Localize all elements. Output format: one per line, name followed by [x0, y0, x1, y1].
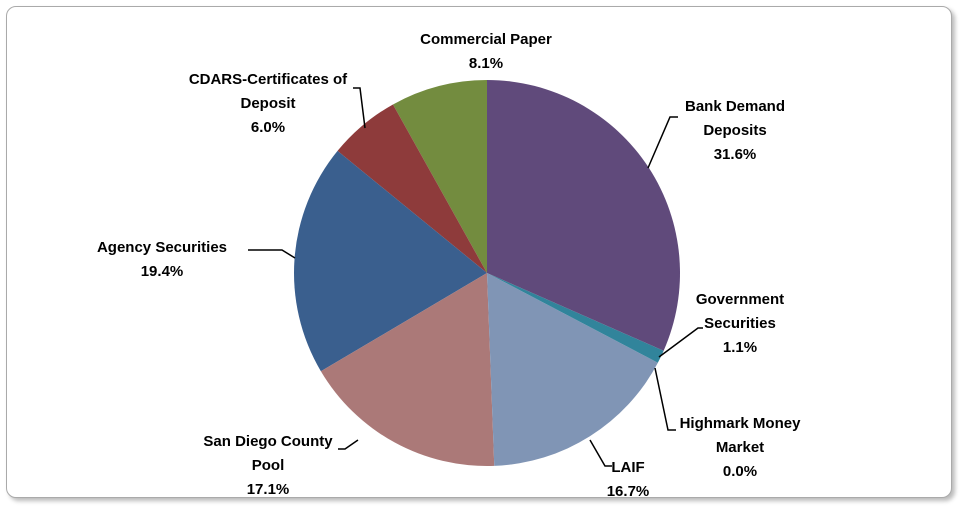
category-name: San Diego County Pool: [203, 433, 333, 474]
value-label: 19.4%: [140, 263, 184, 280]
leader-line: [353, 87, 366, 129]
category-name: Agency Securities: [96, 239, 228, 256]
pie-slice: [487, 80, 680, 351]
value-label: 16.7%: [606, 483, 650, 500]
category-name: Government Securities: [695, 291, 785, 332]
category-name: Bank Demand Deposits: [684, 98, 786, 139]
slice-label: Commercial Paper 8.1%: [386, 28, 586, 76]
value-label: 8.1%: [468, 55, 504, 72]
leader-line: [654, 367, 676, 431]
value-label: 31.6%: [713, 146, 757, 163]
value-label: 6.0%: [250, 119, 286, 136]
pie-slice: [487, 273, 658, 466]
category-name: CDARS-Certificates of Deposit: [188, 71, 348, 112]
slice-label: San Diego County Pool 17.1%: [188, 430, 348, 502]
leader-line: [248, 249, 296, 259]
category-name: Highmark Money Market: [679, 415, 801, 456]
value-label: 17.1%: [246, 481, 290, 498]
slice-label: CDARS-Certificates of Deposit 6.0%: [183, 68, 353, 140]
pie-slice: [337, 104, 487, 273]
slice-label: Agency Securities 19.4%: [72, 236, 252, 284]
slice-label: Bank Demand Deposits 31.6%: [680, 95, 790, 167]
leader-line: [658, 327, 703, 358]
leader-line: [589, 439, 612, 467]
category-name: LAIF: [611, 459, 645, 476]
category-name: Commercial Paper: [420, 31, 552, 48]
leader-line: [647, 116, 678, 169]
pie-slice: [392, 80, 487, 273]
pie-slice: [294, 150, 487, 372]
slice-label: LAIF 16.7%: [588, 456, 668, 504]
leader-lines: [248, 87, 703, 467]
slice-label: Highmark Money Market 0.0%: [670, 412, 810, 484]
slice-label: Government Securities 1.1%: [680, 288, 800, 360]
pie-slice: [487, 273, 664, 363]
value-label: 0.0%: [722, 463, 758, 480]
leader-line: [338, 439, 359, 450]
pie-slice: [320, 273, 495, 466]
value-label: 1.1%: [722, 339, 758, 356]
